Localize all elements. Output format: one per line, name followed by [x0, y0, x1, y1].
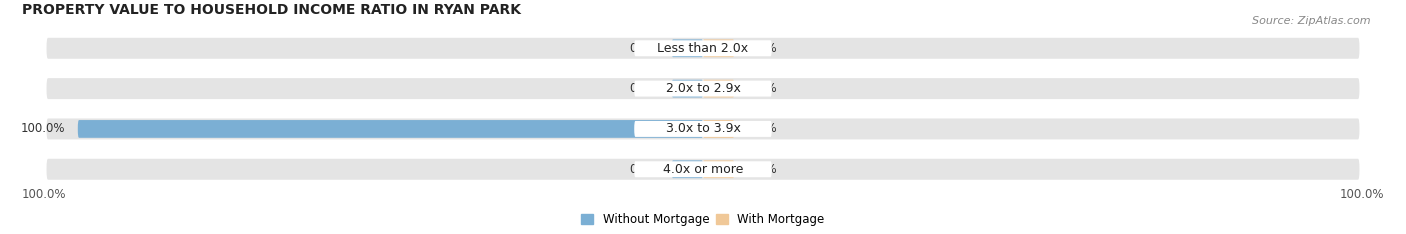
FancyBboxPatch shape — [46, 78, 1360, 99]
Text: 0.0%: 0.0% — [747, 163, 776, 176]
Text: 100.0%: 100.0% — [1340, 188, 1385, 201]
FancyBboxPatch shape — [672, 39, 703, 57]
Text: 0.0%: 0.0% — [630, 82, 659, 95]
FancyBboxPatch shape — [634, 81, 772, 97]
FancyBboxPatch shape — [703, 160, 734, 178]
FancyBboxPatch shape — [634, 40, 772, 56]
Text: 0.0%: 0.0% — [747, 82, 776, 95]
Text: 0.0%: 0.0% — [747, 122, 776, 135]
FancyBboxPatch shape — [703, 39, 734, 57]
Text: Source: ZipAtlas.com: Source: ZipAtlas.com — [1253, 16, 1371, 26]
FancyBboxPatch shape — [46, 118, 1360, 139]
Text: 4.0x or more: 4.0x or more — [662, 163, 744, 176]
FancyBboxPatch shape — [46, 159, 1360, 180]
Text: 100.0%: 100.0% — [21, 188, 66, 201]
Text: 2.0x to 2.9x: 2.0x to 2.9x — [665, 82, 741, 95]
FancyBboxPatch shape — [634, 121, 772, 137]
FancyBboxPatch shape — [703, 80, 734, 98]
FancyBboxPatch shape — [672, 80, 703, 98]
Text: Less than 2.0x: Less than 2.0x — [658, 42, 748, 55]
Text: PROPERTY VALUE TO HOUSEHOLD INCOME RATIO IN RYAN PARK: PROPERTY VALUE TO HOUSEHOLD INCOME RATIO… — [21, 3, 520, 17]
Text: 0.0%: 0.0% — [630, 163, 659, 176]
Legend: Without Mortgage, With Mortgage: Without Mortgage, With Mortgage — [576, 208, 830, 231]
Text: 0.0%: 0.0% — [630, 42, 659, 55]
FancyBboxPatch shape — [672, 160, 703, 178]
Text: 3.0x to 3.9x: 3.0x to 3.9x — [665, 122, 741, 135]
FancyBboxPatch shape — [46, 38, 1360, 59]
Text: 100.0%: 100.0% — [21, 122, 65, 135]
FancyBboxPatch shape — [77, 120, 703, 138]
FancyBboxPatch shape — [703, 120, 734, 138]
Text: 0.0%: 0.0% — [747, 42, 776, 55]
FancyBboxPatch shape — [634, 161, 772, 177]
